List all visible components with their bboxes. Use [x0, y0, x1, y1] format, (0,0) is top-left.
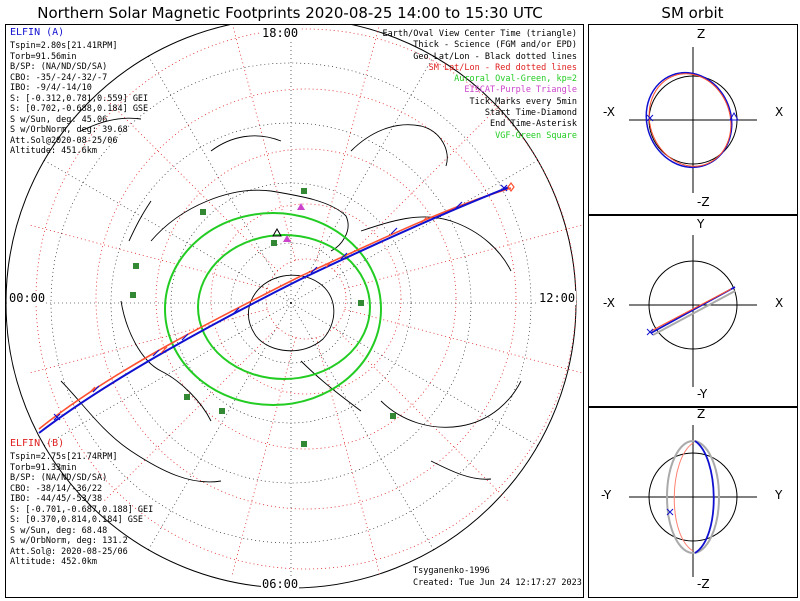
info-line: Att.Sol@2020-08-25/06: [10, 135, 118, 146]
orbit-xz-top: Z: [697, 27, 706, 41]
legend-item: Tick Marks every 5min: [469, 96, 577, 107]
elb-track: [38, 187, 512, 430]
legend-item: EISCAT-Purple Triangle: [464, 85, 577, 96]
info-line: CBO: -38/14/-36/22: [10, 483, 103, 494]
legend-item: Auroral Oval-Green, kp=2: [454, 74, 577, 85]
elb-name: ELFIN (B): [10, 438, 65, 449]
info-line: B/SP: (NA/ND/SD/SA): [10, 473, 108, 483]
orbit-xz-bottom: -Z: [697, 195, 710, 209]
clock-label-top: 18:00: [261, 26, 300, 40]
info-line: Tspin=2.75s[21.74RPM]: [10, 452, 118, 462]
info-line: S: [0.702,-0.688,0.184] GSE: [10, 104, 149, 114]
clock-label-bottom: 06:00: [261, 577, 300, 591]
auroral-oval-outer: [164, 212, 382, 406]
info-line: S: [-0.701,-0.687,0.188] GEI: [10, 504, 154, 515]
clock-label-right: 12:00: [538, 291, 577, 305]
vgf-squares: [130, 188, 396, 447]
elb-info: Tspin=2.75s[21.74RPM] Torb=91.33min B/SP: …: [10, 452, 153, 568]
orbit-yz-right: Y: [775, 488, 783, 502]
coastlines: [60, 117, 522, 483]
eiscat-triangle: [283, 235, 291, 242]
vgf-square: [271, 240, 277, 246]
geo-grid: [6, 25, 576, 588]
info-line: B/SP: (NA/ND/SD/SA): [10, 62, 108, 72]
legend-item: Earth/Oval View Center Time (triangle): [382, 29, 577, 39]
orbit-xy-bottom: -Y: [697, 387, 708, 401]
footprint-map-panel: ELFIN (A) Tspin=2.80s[21.41RPM] Torb=91.5…: [5, 24, 584, 598]
legend: Earth/Oval View Center Time (triangle) Th…: [383, 29, 577, 142]
info-line: CBO: -35/-24/-32/-7: [10, 72, 108, 83]
vgf-square: [358, 300, 364, 306]
info-line: Tspin=2.80s[21.41RPM]: [10, 41, 118, 51]
legend-item: Thick - Science (FGM and/or EPD): [413, 40, 577, 51]
info-line: Torb=91.33min: [10, 462, 77, 473]
info-line: S w/Sun, deg: 68.48: [10, 525, 108, 536]
info-line: IBO: -9/4/-14/10: [10, 83, 92, 93]
info-line: S: [0.370,0.814,0.184] GSE: [10, 515, 144, 525]
elb-ticks: [88, 182, 515, 394]
ela-ticks: [53, 184, 508, 421]
legend-item: Start Time-Diamond: [484, 108, 577, 119]
vgf-square: [130, 292, 136, 298]
auroral-oval: [164, 212, 382, 406]
eiscat-markers: [283, 203, 305, 242]
vgf-square: [301, 441, 307, 447]
model-credit: Tsyganenko-1996: [413, 566, 490, 576]
page-title: Northern Solar Magnetic Footprints 2020-…: [37, 4, 543, 22]
vgf-square: [219, 408, 225, 414]
vgf-square: [184, 394, 190, 400]
vgf-square: [200, 209, 206, 215]
orbit-xy-top: Y: [697, 217, 705, 231]
legend-item: Geo Lat/Lon - Black dotted lines: [413, 51, 577, 62]
info-line: S: [-0.312,0.781,0.559] GEI: [10, 93, 149, 104]
view-center-triangle: [272, 227, 282, 237]
ela-info: Tspin=2.80s[21.41RPM] Torb=91.56min B/SP: …: [10, 41, 148, 157]
vgf-square: [133, 263, 139, 269]
created-timestamp: Created: Tue Jun 24 12:17:27 2023: [413, 578, 582, 588]
orbit-plot-yz: [629, 425, 757, 577]
info-line: IBO: -44/45/-53/38: [10, 494, 103, 504]
orbit-plot-xz: [629, 47, 757, 193]
orbit-xy-left: -X: [603, 296, 615, 310]
info-line: Altitude: 452.0km: [10, 557, 97, 567]
orbit-panel-yz: Z -Z -Y Y: [588, 406, 798, 598]
orbit-title: SM orbit: [661, 4, 724, 22]
info-line: Torb=91.56min: [10, 51, 77, 62]
auroral-oval-inner: [197, 234, 371, 380]
legend-item: SM Lat/Lon - Red dotted lines: [428, 62, 577, 73]
vgf-square: [301, 188, 307, 194]
orbit-xz-right: X: [775, 105, 784, 119]
info-line: S w/Sun, deg: 45.06: [10, 114, 108, 125]
legend-item: End Time-Asterisk: [490, 119, 577, 130]
eiscat-triangle: [297, 203, 305, 210]
elb-start-diamond: [507, 182, 515, 192]
orbit-plot-xy: [629, 235, 757, 387]
orbit-yz-top: Z: [697, 407, 706, 421]
orbit-panel-xz: Z -Z -X X: [588, 24, 798, 216]
info-line: Altitude: 451.6km: [10, 146, 97, 156]
orbit-xz-left: -X: [603, 105, 615, 119]
vgf-square: [390, 413, 396, 419]
orbit-yz-left: -Y: [601, 488, 612, 502]
ela-track: [38, 186, 510, 434]
legend-item: VGF-Green Square: [495, 130, 577, 141]
ela-name: ELFIN (A): [10, 27, 65, 38]
orbit-xy-right: X: [775, 296, 784, 310]
info-line: S w/OrbNorm, deg: 131.2: [10, 536, 128, 546]
info-line: S w/OrbNorm, deg: 39.68: [10, 125, 128, 135]
orbit-yz-bottom: -Z: [697, 577, 710, 591]
info-line: Att.Sol@: 2020-08-25/06: [10, 546, 128, 557]
clock-label-left: 00:00: [8, 291, 47, 305]
orbit-panel-xy: Y -Y -X X: [588, 214, 798, 408]
